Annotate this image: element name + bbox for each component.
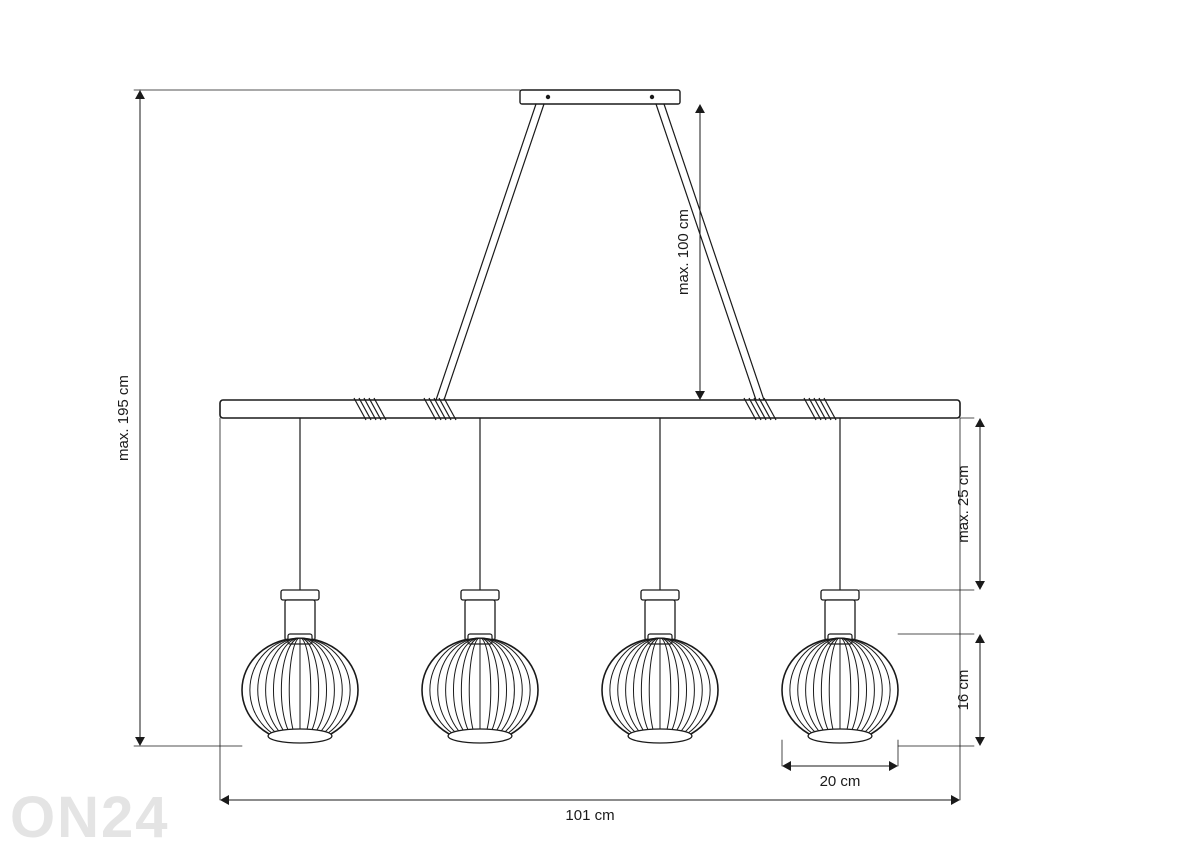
svg-text:max. 100 cm: max. 100 cm	[675, 209, 692, 295]
svg-text:max. 195 cm: max. 195 cm	[115, 375, 132, 461]
svg-text:max. 25 cm: max. 25 cm	[955, 465, 972, 543]
diagram-stage: max. 195 cm max. 100 cm max. 25 cm 16 cm 20 …	[0, 0, 1200, 859]
watermark: ON24	[10, 784, 170, 851]
diagram-svg: max. 195 cm max. 100 cm max. 25 cm 16 cm 20 …	[0, 0, 1200, 859]
svg-text:16 cm: 16 cm	[955, 670, 972, 711]
svg-text:20 cm: 20 cm	[820, 773, 861, 790]
svg-text:101 cm: 101 cm	[565, 807, 614, 824]
